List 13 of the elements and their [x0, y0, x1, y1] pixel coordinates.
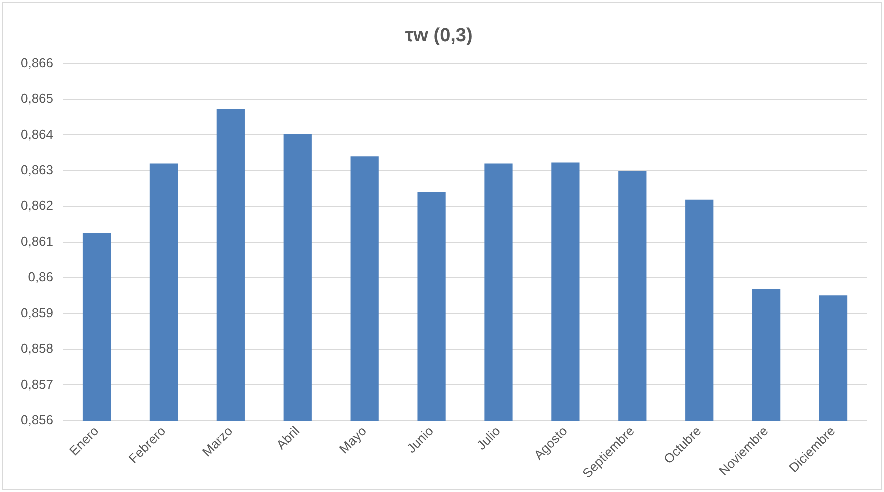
y-tick-label: 0,856 — [20, 412, 54, 428]
y-tick-label: 0,862 — [20, 198, 54, 214]
x-tick-label: Julio — [474, 424, 504, 454]
y-tick-label: 0,861 — [20, 234, 54, 249]
y-tick-label: 0,857 — [20, 376, 54, 392]
y-tick-label: 0,864 — [20, 126, 54, 142]
y-tick-label: 0,859 — [20, 305, 54, 320]
y-tick-label: 0,866 — [20, 55, 54, 70]
y-tick-label: 0,86 — [28, 270, 54, 285]
y-tick-label: 0,863 — [20, 162, 54, 178]
chart-title: τw (0,3) — [405, 26, 473, 47]
y-tick-label: 0,858 — [20, 341, 54, 356]
y-tick-label: 0,865 — [20, 91, 54, 106]
